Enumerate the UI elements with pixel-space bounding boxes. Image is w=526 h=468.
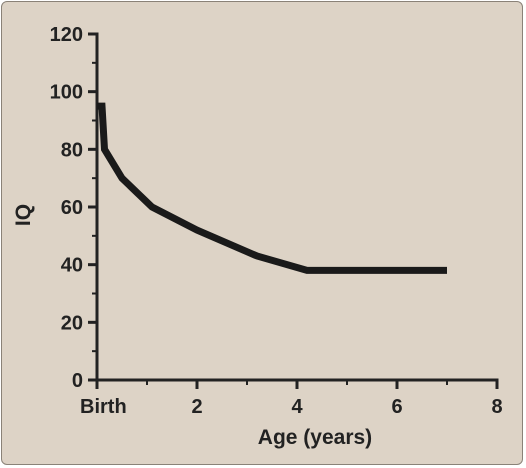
y-ticks: 0 20 40 60 80 100 120 bbox=[50, 24, 97, 392]
y-tick-label: 0 bbox=[72, 370, 83, 392]
y-tick-label: 40 bbox=[61, 255, 83, 277]
iq-series-line bbox=[97, 102, 447, 274]
x-tick-label: 8 bbox=[491, 396, 502, 418]
x-tick-label: Birth bbox=[80, 396, 127, 418]
x-tick-label: 2 bbox=[191, 396, 202, 418]
y-axis-title: IQ bbox=[12, 204, 35, 226]
x-axis-title: Age (years) bbox=[258, 426, 372, 449]
y-tick-label: 60 bbox=[61, 197, 83, 219]
y-tick-label: 20 bbox=[61, 312, 83, 334]
y-tick-label: 80 bbox=[61, 139, 83, 161]
y-tick-label: 120 bbox=[50, 24, 83, 46]
x-tick-label: 6 bbox=[391, 396, 402, 418]
y-tick-label: 100 bbox=[50, 82, 83, 104]
x-tick-label: 4 bbox=[291, 396, 303, 418]
x-ticks: Birth 2 4 6 8 bbox=[80, 380, 503, 418]
